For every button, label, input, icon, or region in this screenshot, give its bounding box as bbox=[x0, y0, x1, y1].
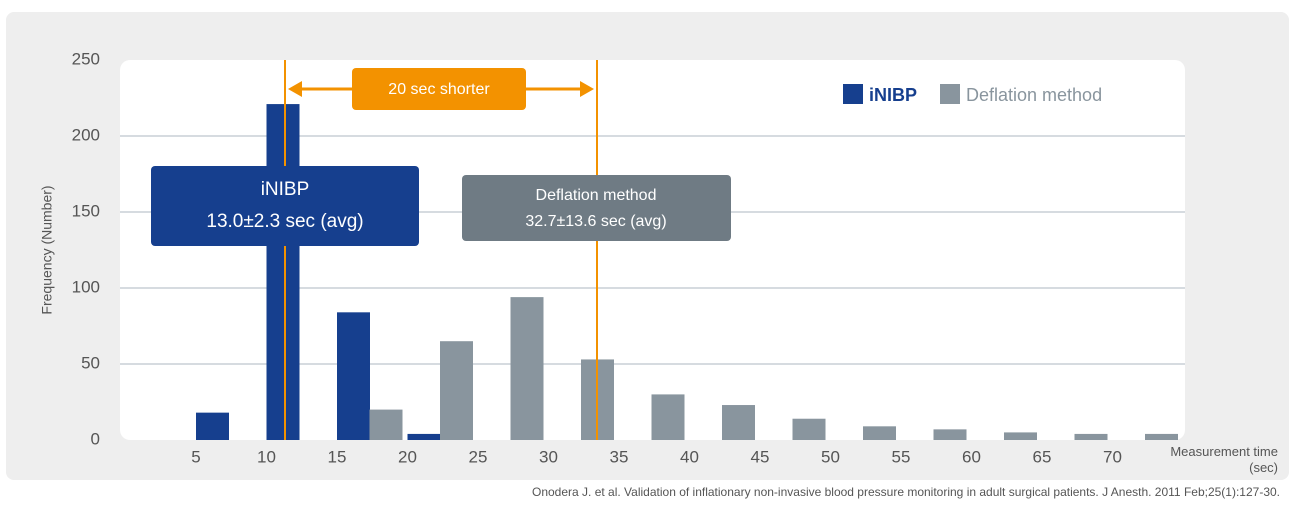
y-tick-label: 200 bbox=[72, 125, 100, 144]
bar bbox=[792, 418, 826, 440]
x-tick-label: 10 bbox=[257, 447, 276, 466]
bar bbox=[1004, 432, 1037, 440]
arrow-label: 20 sec shorter bbox=[388, 81, 490, 98]
x-tick-label: 20 bbox=[398, 447, 417, 466]
deflation-box-title: Deflation method bbox=[536, 187, 657, 204]
plot-area bbox=[120, 60, 1185, 440]
y-tick-label: 50 bbox=[81, 353, 100, 372]
x-axis-label: Measurement time (sec) bbox=[1170, 444, 1278, 475]
x-tick-label: 15 bbox=[328, 447, 347, 466]
legend-label: iNIBP bbox=[869, 85, 917, 105]
bar bbox=[933, 429, 967, 440]
legend-swatch bbox=[843, 84, 863, 104]
bar bbox=[266, 104, 300, 440]
bar bbox=[407, 433, 441, 440]
x-tick-label: 40 bbox=[680, 447, 699, 466]
y-tick-label: 100 bbox=[72, 277, 100, 296]
source: Onodera J. et al. Validation of inflatio… bbox=[532, 485, 1280, 499]
y-tick-label: 250 bbox=[72, 49, 100, 68]
bar bbox=[337, 312, 370, 440]
x-tick-label: 70 bbox=[1103, 447, 1122, 466]
bar bbox=[651, 394, 685, 440]
inibp-box-title: iNIBP bbox=[261, 179, 310, 200]
bar bbox=[1074, 433, 1108, 440]
y-axis-label: Frequency (Number) bbox=[39, 185, 55, 314]
x-tick-label: 60 bbox=[962, 447, 981, 466]
x-tick-label: 55 bbox=[892, 447, 911, 466]
bar bbox=[863, 426, 896, 440]
deflation-box bbox=[462, 175, 731, 241]
x-tick-label: 5 bbox=[191, 447, 200, 466]
bar bbox=[369, 409, 403, 440]
arrow-head bbox=[288, 81, 302, 97]
bar bbox=[510, 297, 544, 440]
legend-swatch bbox=[940, 84, 960, 104]
arrow-label-box bbox=[352, 68, 526, 110]
arrow-head bbox=[580, 81, 594, 97]
x-tick-label: 30 bbox=[539, 447, 558, 466]
bar bbox=[722, 405, 755, 440]
inibp-box-value: 13.0±2.3 sec (avg) bbox=[206, 211, 363, 232]
x-tick-label: 25 bbox=[469, 447, 488, 466]
bar bbox=[440, 341, 473, 440]
x-tick-label: 50 bbox=[821, 447, 840, 466]
bar bbox=[1145, 433, 1178, 440]
x-tick-label: 35 bbox=[610, 447, 629, 466]
bar bbox=[196, 412, 229, 440]
y-tick-label: 150 bbox=[72, 201, 100, 220]
y-tick-label: 0 bbox=[91, 429, 100, 448]
legend-label: Deflation method bbox=[966, 85, 1102, 105]
x-tick-label: 65 bbox=[1033, 447, 1052, 466]
inibp-box bbox=[151, 166, 419, 246]
deflation-box-value: 32.7±13.6 sec (avg) bbox=[525, 213, 666, 230]
x-axis-label-box: Measurement time (sec) bbox=[1170, 444, 1278, 475]
x-tick-label: 45 bbox=[751, 447, 770, 466]
